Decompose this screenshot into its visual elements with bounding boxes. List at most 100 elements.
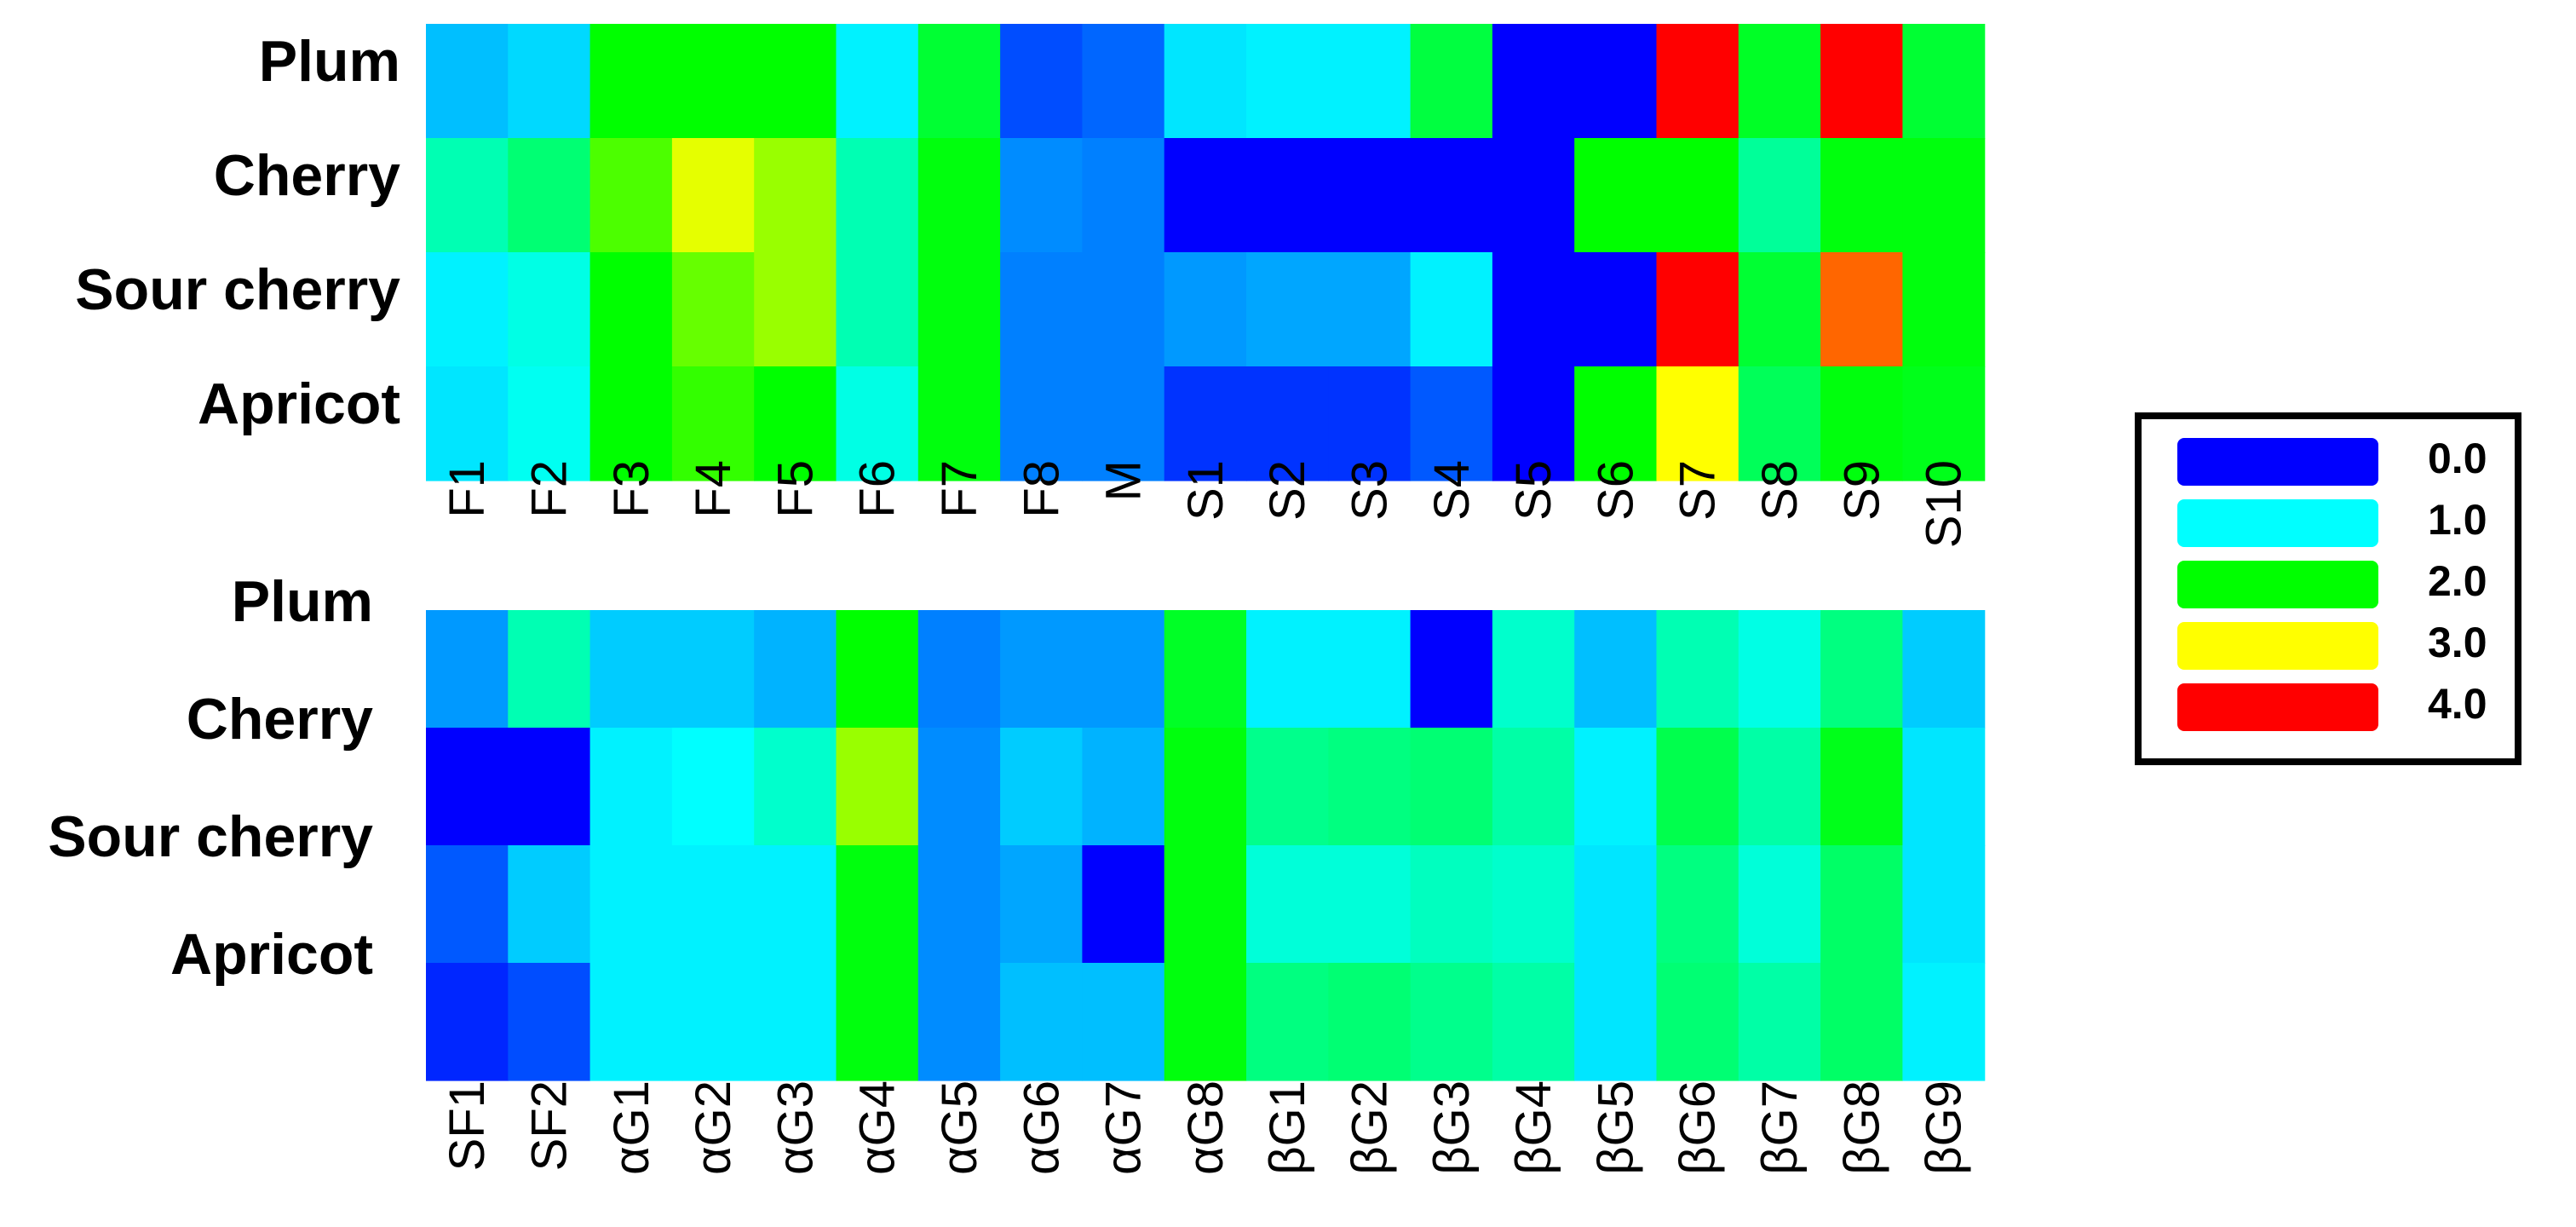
heatmap-1-cell-apricot-s9	[1820, 366, 1903, 481]
heatmap-1-col-label: S10	[1917, 460, 1972, 548]
heatmap-2-col-label: αG6	[1014, 1080, 1069, 1175]
heatmap-2-cell-plum-βg3	[1410, 610, 1493, 729]
heatmap-1-cell-cherry-f4	[671, 138, 755, 253]
heatmap-2-col-label: αG1	[604, 1080, 659, 1175]
heatmap-2-cell-cherry-sf2	[508, 728, 591, 846]
heatmap-2-cell-apricot-sf1	[426, 963, 509, 1081]
heatmap-2-cell-cherry-βg2	[1328, 728, 1412, 846]
heatmap-2-cell-plum-αg3	[754, 610, 837, 729]
heatmap-1-cell-plum-s2	[1246, 24, 1329, 139]
heatmap-2-cell-apricot-αg7	[1082, 963, 1165, 1081]
heatmap-2-col-label: βG1	[1260, 1080, 1315, 1175]
heatmap-2-cell-plum-αg6	[1000, 610, 1083, 729]
heatmap-1-cell-apricot-s1	[1164, 366, 1247, 481]
heatmap-2-col-label: βG8	[1834, 1080, 1889, 1175]
heatmap-1-cell-apricot-s3	[1328, 366, 1412, 481]
heatmap-1-cell-sour-cherry-m	[1082, 252, 1165, 367]
heatmap-1-cell-apricot-f4	[671, 366, 755, 481]
heatmap-2-cell-cherry-βg7	[1738, 728, 1821, 846]
heatmap-1-cell-plum-s3	[1328, 24, 1412, 139]
heatmap-2-cell-cherry-αg4	[836, 728, 919, 846]
heatmap-1-cell-cherry-s1	[1164, 138, 1247, 253]
heatmap-2-cell-plum-sf2	[508, 610, 591, 729]
heatmap-1-row-label: Sour cherry	[75, 257, 400, 322]
heatmap-1-cell-sour-cherry-s2	[1246, 252, 1329, 367]
heatmap-2-cell-apricot-αg5	[917, 963, 1001, 1081]
heatmap-1-cell-cherry-s4	[1410, 138, 1493, 253]
heatmap-2-cell-sour-cherry-sf2	[508, 845, 591, 964]
heatmap-2-cell-sour-cherry-βg5	[1574, 845, 1658, 964]
heatmap-1-cell-apricot-f6	[836, 366, 919, 481]
heatmap-2-col-label: βG9	[1917, 1080, 1972, 1175]
heatmap-1-cell-apricot-s5	[1492, 366, 1575, 481]
heatmap-2-col-label: αG5	[932, 1080, 987, 1175]
heatmap-1-cell-cherry-f5	[754, 138, 837, 253]
heatmap-1-col-label: S3	[1343, 460, 1398, 521]
heatmap-2-cell-plum-αg7	[1082, 610, 1165, 729]
heatmap-2-row-label: Plum	[232, 569, 373, 634]
heatmap-1-cell-apricot-s2	[1246, 366, 1329, 481]
heatmap-2-col-label: αG2	[686, 1080, 741, 1175]
heatmap-2-cell-apricot-βg7	[1738, 963, 1821, 1081]
heatmap-1-cell-sour-cherry-f6	[836, 252, 919, 367]
heatmap-1-cell-cherry-f7	[917, 138, 1001, 253]
heatmap-2-cell-sour-cherry-αg8	[1164, 845, 1247, 964]
heatmap-2-row-label: Cherry	[187, 687, 373, 752]
heatmap-2-cell-sour-cherry-βg1	[1246, 845, 1329, 964]
heatmap-2-cell-sour-cherry-βg6	[1656, 845, 1739, 964]
heatmap-2-cell-cherry-αg8	[1164, 728, 1247, 846]
heatmap-1-col-label: S6	[1588, 460, 1643, 521]
heatmap-1-row-label: Apricot	[198, 372, 400, 436]
legend-swatch	[2177, 499, 2378, 547]
legend-swatch	[2177, 438, 2378, 486]
heatmap-1-cell-apricot-s7	[1656, 366, 1739, 481]
heatmap-1-cell-plum-s5	[1492, 24, 1575, 139]
heatmap-2-cell-plum-αg8	[1164, 610, 1247, 729]
heatmap-1-cell-cherry-s7	[1656, 138, 1739, 253]
heatmap-2-cell-apricot-βg9	[1902, 963, 1986, 1081]
heatmap-2-cell-plum-βg4	[1492, 610, 1575, 729]
legend-swatch	[2177, 683, 2378, 731]
heatmap-1-cell-cherry-f1	[426, 138, 509, 253]
heatmap-2-cell-apricot-αg2	[671, 963, 755, 1081]
heatmap-1-cell-sour-cherry-s8	[1738, 252, 1821, 367]
heatmap-1-cell-sour-cherry-f7	[917, 252, 1001, 367]
heatmap-1-cell-sour-cherry-f5	[754, 252, 837, 367]
heatmap-2-col-label: βG6	[1670, 1080, 1726, 1175]
heatmap-2-col-label: αG7	[1096, 1080, 1152, 1175]
heatmap-2-cell-apricot-αg3	[754, 963, 837, 1081]
heatmap-1-cell-apricot-f5	[754, 366, 837, 481]
heatmap-1-col-label: S9	[1834, 460, 1889, 521]
heatmap-2-cell-plum-βg7	[1738, 610, 1821, 729]
heatmap-2-cell-apricot-βg8	[1820, 963, 1903, 1081]
legend-label: 3.0	[2428, 619, 2487, 666]
heatmap-1-cell-plum-f8	[1000, 24, 1083, 139]
heatmap-2-cell-sour-cherry-βg9	[1902, 845, 1986, 964]
heatmap-2-cell-cherry-βg5	[1574, 728, 1658, 846]
heatmap-1-cell-cherry-m	[1082, 138, 1165, 253]
heatmap-1-cell-plum-s7	[1656, 24, 1739, 139]
heatmap-2-cell-cherry-sf1	[426, 728, 509, 846]
heatmap-1-cell-plum-f5	[754, 24, 837, 139]
heatmap-2-cell-plum-sf1	[426, 610, 509, 729]
heatmap-2-col-label: SF1	[440, 1080, 495, 1171]
heatmap-1-col-label: S5	[1506, 460, 1561, 521]
heatmap-1-cell-cherry-s5	[1492, 138, 1575, 253]
heatmap-2-cell-apricot-αg1	[589, 963, 673, 1081]
heatmap-2-col-label: βG4	[1506, 1080, 1561, 1175]
heatmap-2-col-label: αG3	[768, 1080, 823, 1175]
heatmap-1-cell-plum-f1	[426, 24, 509, 139]
heatmap-1-col-label: M	[1096, 460, 1152, 501]
heatmap-2-cell-cherry-αg3	[754, 728, 837, 846]
heatmap-2-cell-plum-βg6	[1656, 610, 1739, 729]
heatmap-2-col-label: βG5	[1588, 1080, 1643, 1175]
heatmap-1-cell-plum-s9	[1820, 24, 1903, 139]
heatmap-1-cell-sour-cherry-s6	[1574, 252, 1658, 367]
heatmap-2-cell-cherry-βg6	[1656, 728, 1739, 846]
heatmap-2-cell-apricot-βg2	[1328, 963, 1412, 1081]
heatmap-1-cell-apricot-m	[1082, 366, 1165, 481]
legend-label: 1.0	[2428, 496, 2487, 544]
heatmap-1-col-label: S4	[1424, 460, 1480, 521]
heatmap-2-cell-sour-cherry-αg7	[1082, 845, 1165, 964]
